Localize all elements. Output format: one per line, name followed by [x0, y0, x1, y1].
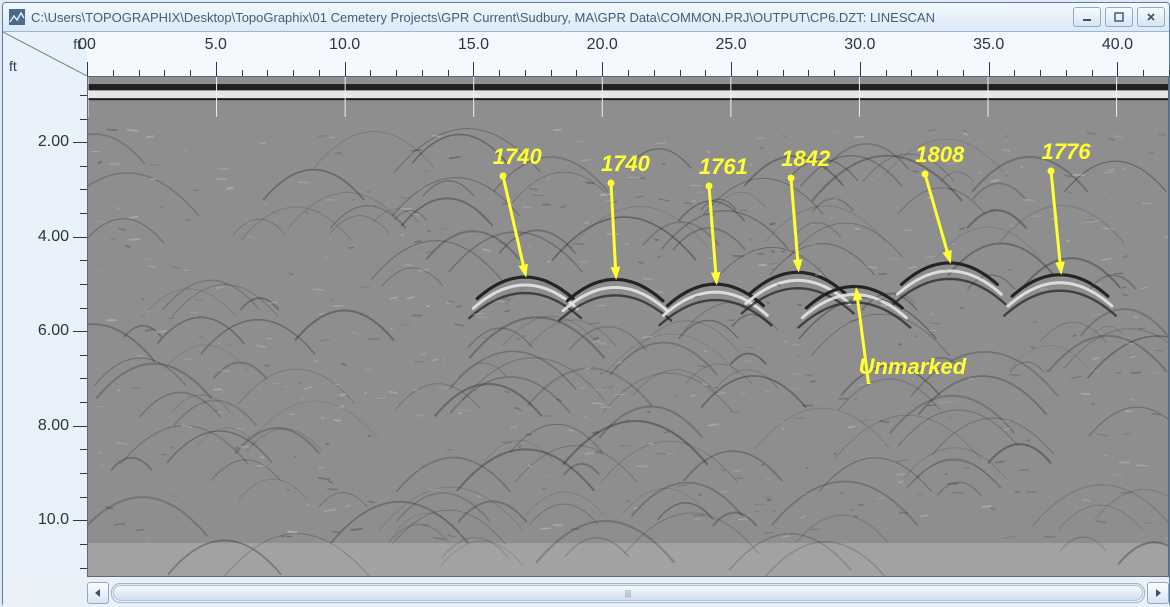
- x-tick-label: 35.0: [973, 36, 1004, 54]
- app-window: C:\Users\TOPOGRAPHIX\Desktop\TopoGraphix…: [2, 2, 1170, 607]
- window-buttons: [1073, 7, 1165, 27]
- scroll-track[interactable]: |||: [111, 583, 1145, 603]
- linescan-viewport[interactable]: 174017401761184218081776Unmarked: [87, 76, 1169, 577]
- horizontal-ruler: 005.010.015.020.025.030.035.040.0: [87, 32, 1169, 77]
- x-tick-label: 20.0: [587, 36, 618, 54]
- ruler-corner: ft ft: [3, 32, 87, 76]
- y-tick-label: 6.00: [38, 322, 69, 340]
- app-icon: [9, 9, 25, 25]
- x-tick-label: 00: [78, 36, 96, 54]
- vertical-ruler: 2.00 4.00 6.00 8.00 10.0: [3, 76, 88, 577]
- maximize-button[interactable]: [1105, 7, 1133, 27]
- client-area: ft ft 005.010.015.020.025.030.035.040.0 …: [3, 32, 1169, 607]
- scroll-right-button[interactable]: [1147, 582, 1169, 604]
- y-tick-label: 8.00: [38, 417, 69, 435]
- x-tick-label: 30.0: [844, 36, 875, 54]
- titlebar[interactable]: C:\Users\TOPOGRAPHIX\Desktop\TopoGraphix…: [3, 3, 1169, 32]
- scroll-thumb[interactable]: |||: [113, 585, 1143, 601]
- close-button[interactable]: [1137, 7, 1165, 27]
- horizontal-scrollbar[interactable]: |||: [87, 581, 1169, 605]
- x-tick-label: 25.0: [715, 36, 746, 54]
- y-unit-label: ft: [9, 58, 17, 74]
- minimize-button[interactable]: [1073, 7, 1101, 27]
- x-tick-label: 15.0: [458, 36, 489, 54]
- y-tick-label: 10.0: [38, 511, 69, 529]
- x-tick-label: 10.0: [329, 36, 360, 54]
- window-title: C:\Users\TOPOGRAPHIX\Desktop\TopoGraphix…: [31, 10, 1073, 25]
- y-tick-label: 2.00: [38, 133, 69, 151]
- y-tick-label: 4.00: [38, 228, 69, 246]
- x-tick-label: 40.0: [1102, 36, 1133, 54]
- x-tick-label: 5.0: [205, 36, 227, 54]
- scroll-left-button[interactable]: [87, 582, 109, 604]
